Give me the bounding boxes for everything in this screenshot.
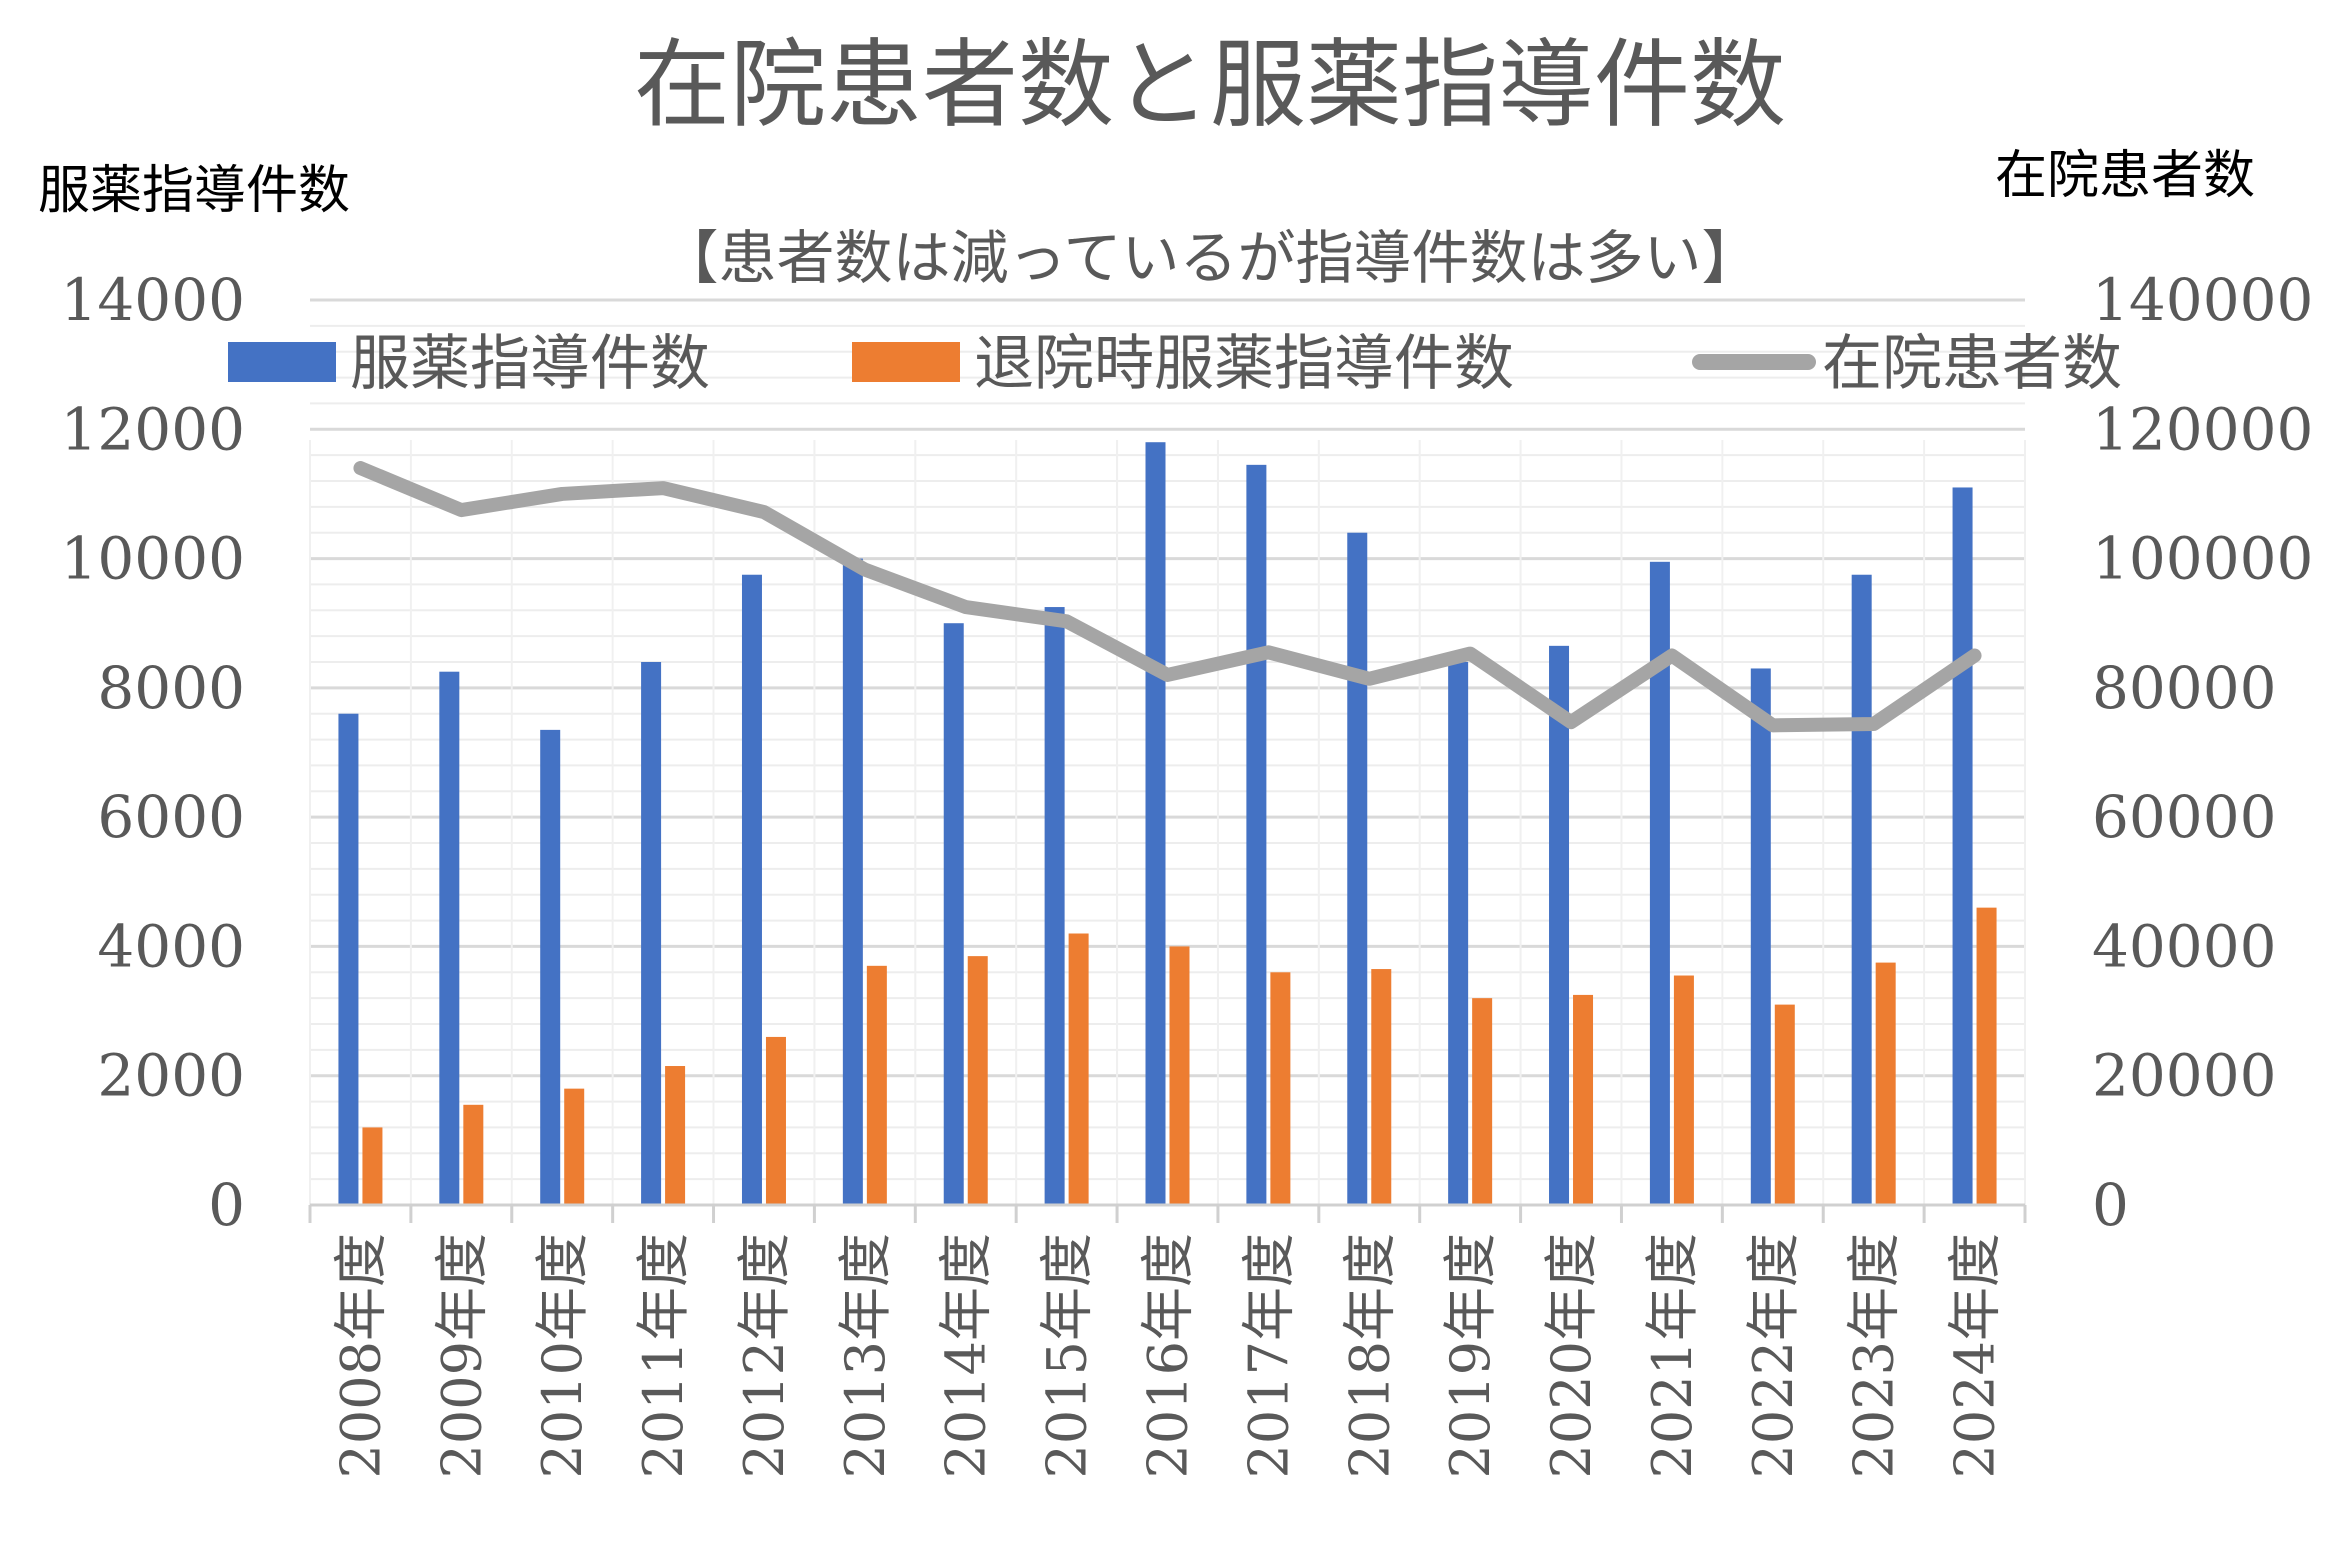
x-tick-label: 2010年度 xyxy=(531,1233,594,1478)
x-tick-label: 2023年度 xyxy=(1843,1233,1906,1478)
x-tick-label: 2024年度 xyxy=(1944,1233,2007,1478)
bar-guidance-count xyxy=(1145,442,1166,1205)
x-tick-label: 2020年度 xyxy=(1540,1233,1603,1478)
bar-guidance-count xyxy=(1750,668,1771,1205)
right-y-tick-label: 100000 xyxy=(2092,525,2313,593)
right-y-tick-label: 20000 xyxy=(2092,1042,2277,1110)
axes: 2008年度 2009年度 2010年度 2011年度 2012年度 2013年度 2014… xyxy=(60,266,2313,1478)
x-tick-label: 2018年度 xyxy=(1338,1233,1401,1478)
bar-guidance-count xyxy=(1246,464,1267,1205)
x-tick-label: 2017年度 xyxy=(1237,1233,1300,1478)
x-tick-label: 2008年度 xyxy=(329,1233,392,1478)
left-y-tick-label: 4000 xyxy=(97,912,245,980)
bar-discharge-guidance-count xyxy=(1371,969,1392,1205)
bar-discharge-guidance-count xyxy=(967,956,988,1205)
bar-guidance-count xyxy=(1649,561,1670,1205)
bar-discharge-guidance-count xyxy=(765,1036,786,1205)
left-y-tick-label: 12000 xyxy=(60,395,245,463)
legend-swatch-discharge xyxy=(852,342,960,382)
legend-label: 服薬指導件数 xyxy=(350,329,710,399)
bar-guidance-count xyxy=(1347,532,1368,1205)
right-y-tick-label: 80000 xyxy=(2092,654,2277,722)
bar-guidance-count xyxy=(1851,574,1872,1205)
bar-discharge-guidance-count xyxy=(1774,1004,1795,1205)
x-tick-label: 2012年度 xyxy=(733,1233,796,1478)
bar-guidance-count xyxy=(1952,487,1973,1205)
bar-guidance-count xyxy=(943,623,964,1205)
bar-discharge-guidance-count xyxy=(362,1127,383,1205)
legend-swatch-guidance xyxy=(228,342,336,382)
left-y-tick-label: 6000 xyxy=(97,783,245,851)
x-tick-label: 2022年度 xyxy=(1742,1233,1805,1478)
bar-guidance-count xyxy=(842,558,863,1205)
bar-discharge-guidance-count xyxy=(1976,907,1997,1205)
x-tick-label: 2011年度 xyxy=(632,1233,695,1478)
bar-guidance-count xyxy=(338,713,359,1205)
x-tick-label: 2013年度 xyxy=(834,1233,897,1478)
right-axis-label: 在院患者数 xyxy=(1995,146,2255,206)
left-y-tick-label: 14000 xyxy=(60,266,245,334)
bar-guidance-count xyxy=(1549,645,1570,1205)
line-series xyxy=(353,461,1982,733)
chart-title: 在院患者数と服薬指導件数 xyxy=(634,29,1786,141)
bar-discharge-guidance-count xyxy=(1875,962,1896,1205)
bar-discharge-guidance-count xyxy=(1573,994,1594,1205)
right-y-tick-label: 60000 xyxy=(2092,783,2277,851)
left-y-tick-label: 2000 xyxy=(97,1042,245,1110)
right-y-tick-label: 120000 xyxy=(2092,395,2313,463)
bar-discharge-guidance-count xyxy=(1169,946,1190,1205)
x-tick-label: 2021年度 xyxy=(1641,1233,1704,1478)
left-y-tick-label: 0 xyxy=(208,1171,245,1239)
gridlines xyxy=(309,298,2026,1205)
bar-guidance-count xyxy=(641,662,662,1205)
bar-guidance-count xyxy=(1448,662,1469,1205)
bar-guidance-count xyxy=(540,729,561,1205)
bar-discharge-guidance-count xyxy=(463,1104,484,1205)
bar-guidance-count xyxy=(1044,607,1065,1205)
bar-discharge-guidance-count xyxy=(1068,933,1089,1205)
bars xyxy=(338,442,1997,1205)
x-tick-label: 2015年度 xyxy=(1036,1233,1099,1478)
left-y-tick-label: 10000 xyxy=(60,525,245,593)
bar-discharge-guidance-count xyxy=(866,965,887,1205)
legend-label: 退院時服薬指導件数 xyxy=(974,329,1514,399)
right-y-tick-label: 140000 xyxy=(2092,266,2313,334)
x-tick-label: 2014年度 xyxy=(935,1233,998,1478)
left-y-tick-label: 8000 xyxy=(97,654,245,722)
bar-guidance-count xyxy=(741,574,762,1205)
bar-discharge-guidance-count xyxy=(665,1066,686,1205)
bar-discharge-guidance-count xyxy=(1270,972,1291,1205)
right-y-tick-label: 0 xyxy=(2092,1171,2129,1239)
bar-discharge-guidance-count xyxy=(564,1088,585,1205)
x-tick-label: 2009年度 xyxy=(430,1233,493,1478)
x-tick-label: 2016年度 xyxy=(1137,1233,1200,1478)
left-axis-label: 服薬指導件数 xyxy=(38,161,350,221)
bar-guidance-count xyxy=(439,671,460,1205)
legend: 服薬指導件数 退院時服薬指導件数 在院患者数 xyxy=(228,329,2122,399)
line-inpatient-count xyxy=(353,461,1982,733)
legend-label: 在院患者数 xyxy=(1822,329,2122,399)
bar-discharge-guidance-count xyxy=(1472,998,1493,1205)
bar-discharge-guidance-count xyxy=(1673,975,1694,1205)
chart-subtitle: 【患者数は減っているが指導件数は多い】 xyxy=(660,224,1759,292)
right-y-tick-label: 40000 xyxy=(2092,912,2277,980)
x-tick-label: 2019年度 xyxy=(1439,1233,1502,1478)
